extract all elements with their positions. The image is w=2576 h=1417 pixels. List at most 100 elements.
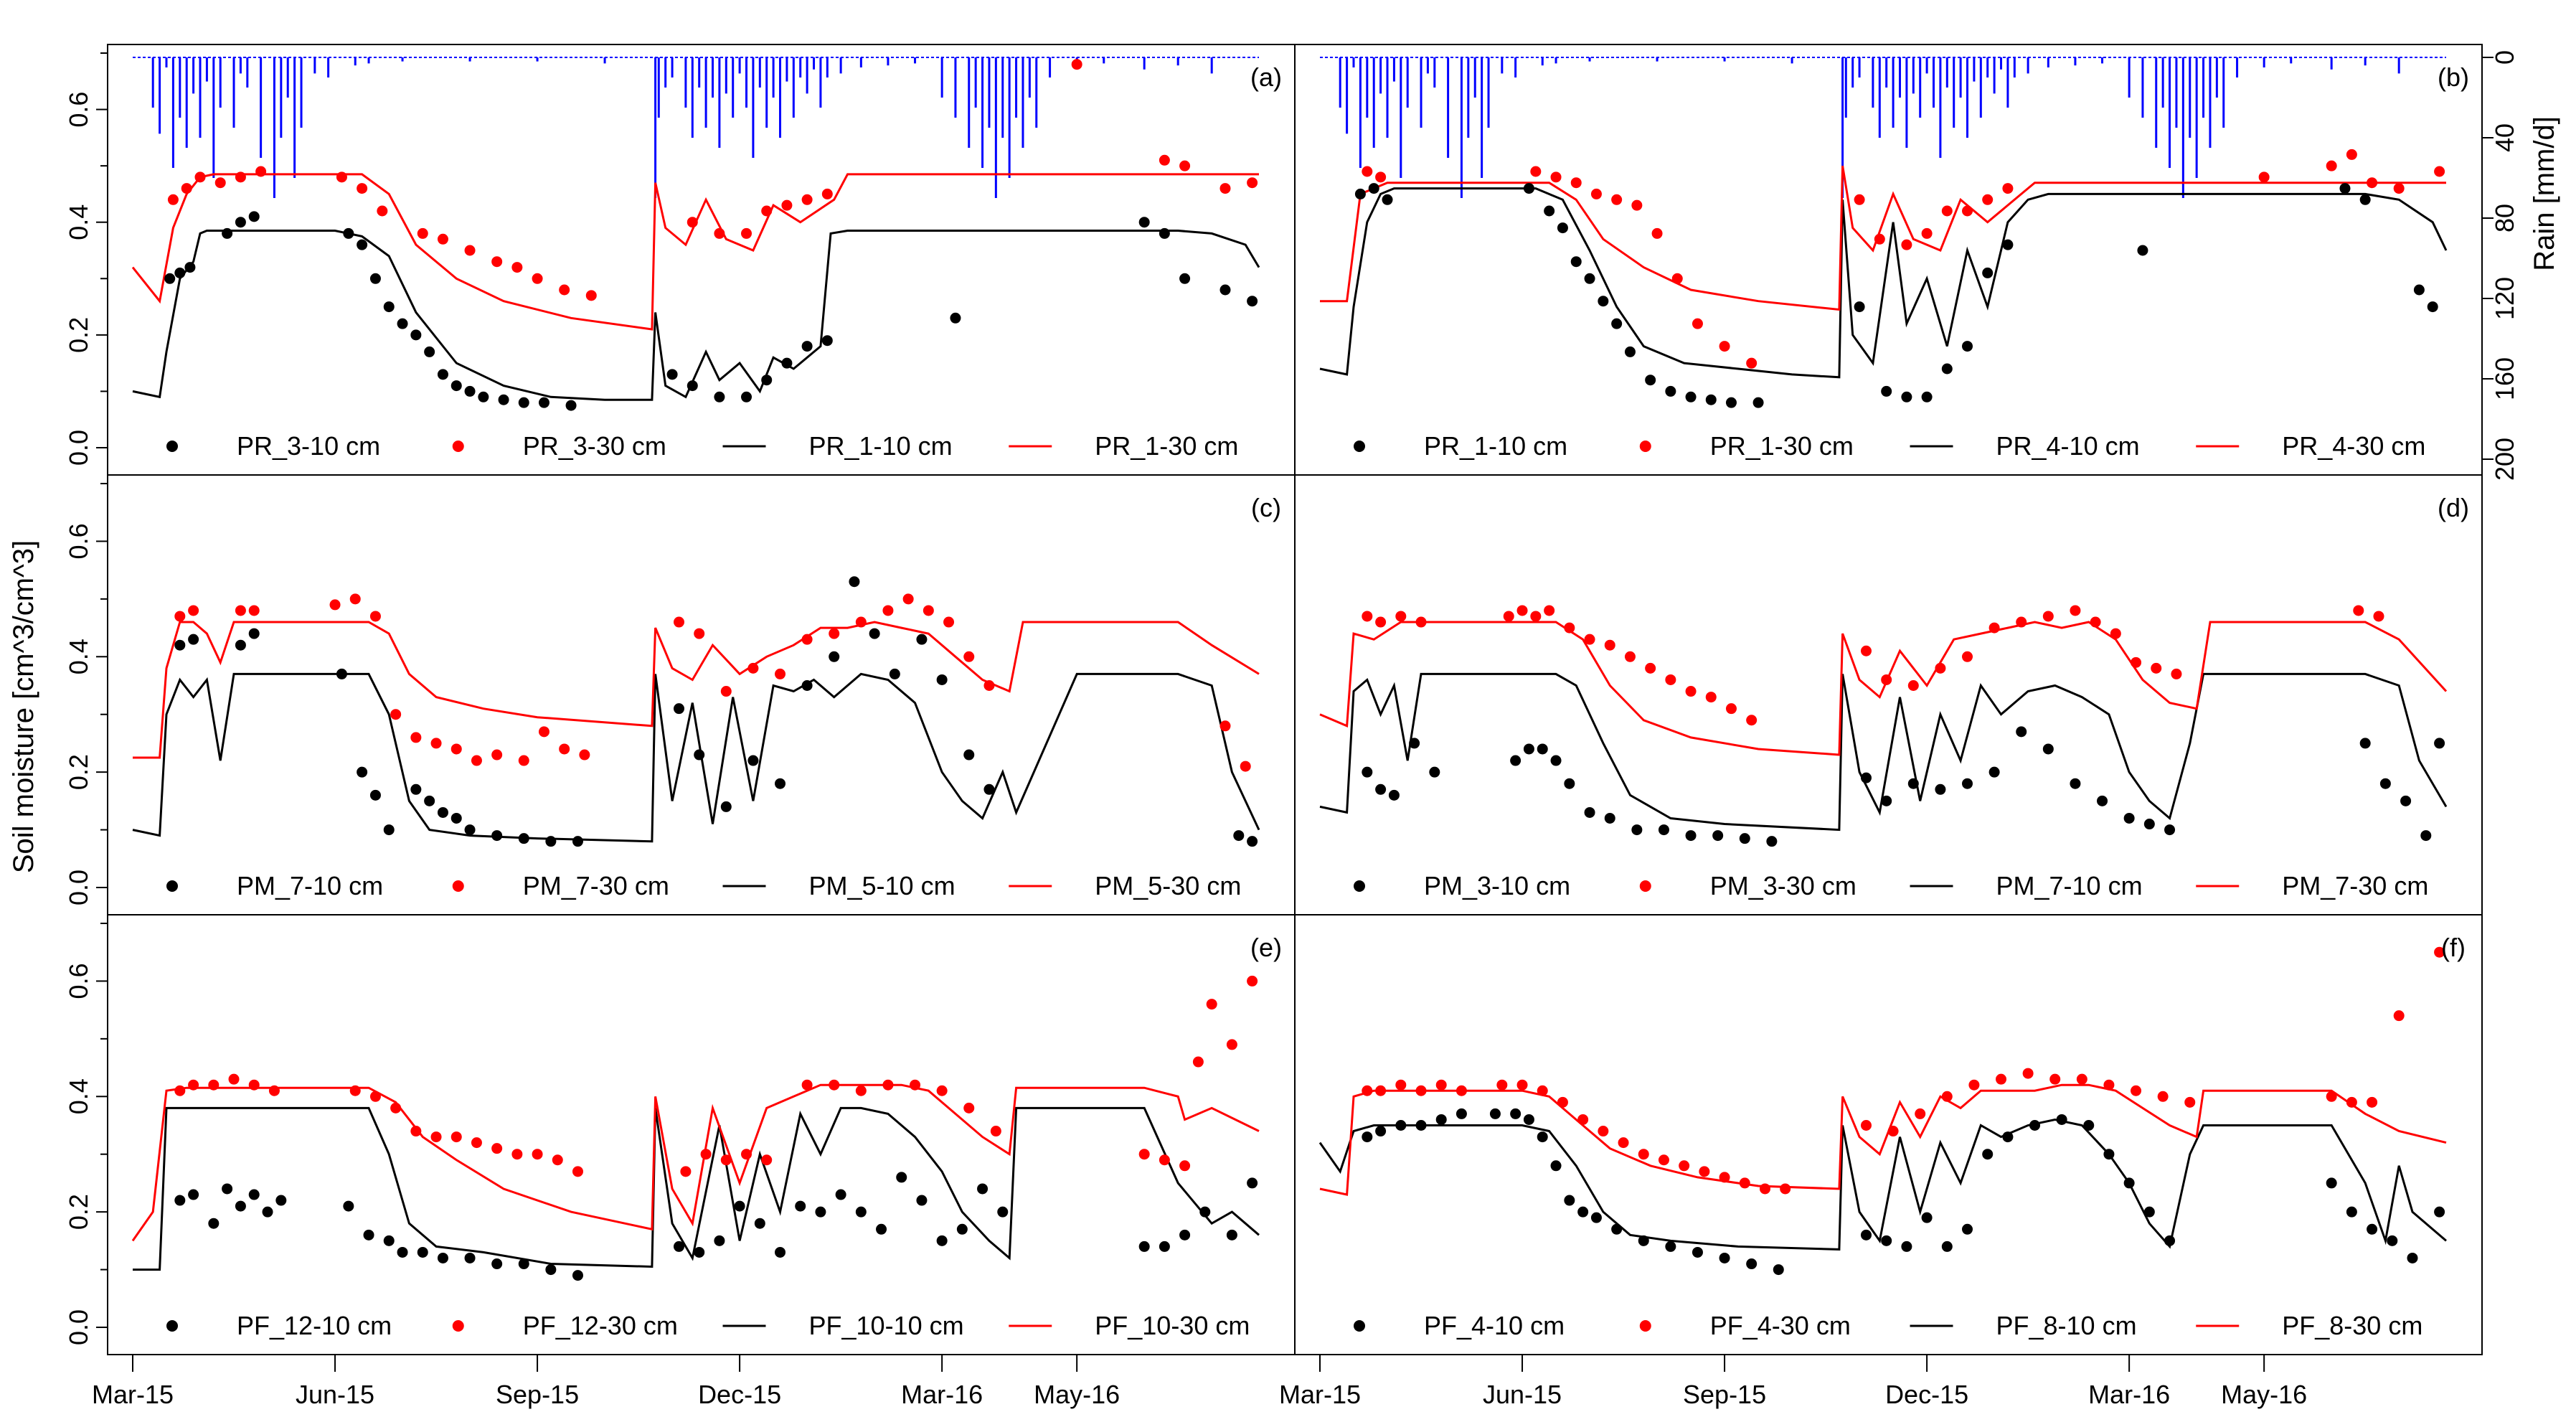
data-point (829, 628, 840, 639)
data-point (902, 593, 914, 605)
legend-label: PF_8-30 cm (2282, 1311, 2422, 1340)
data-point (478, 391, 489, 402)
data-point (1671, 273, 1683, 284)
data-point (1159, 1241, 1170, 1252)
y-tick-label: 0.6 (64, 92, 93, 128)
data-point (1719, 341, 1730, 352)
data-point (694, 749, 705, 761)
data-point (1375, 1126, 1387, 1137)
data-point (2346, 149, 2357, 160)
data-point (1982, 194, 1994, 205)
data-point (1179, 1229, 1191, 1241)
data-point (2258, 171, 2270, 183)
data-point (1510, 1108, 1521, 1119)
data-point (1941, 1091, 1953, 1102)
data-point (1544, 605, 1555, 616)
data-point (956, 1223, 968, 1235)
data-point (1759, 1183, 1770, 1195)
data-point (248, 628, 260, 639)
data-point (164, 273, 176, 284)
data-point (579, 749, 590, 761)
legend-label: PF_8-10 cm (1996, 1311, 2137, 1340)
data-point (2387, 1235, 2398, 1246)
data-point (248, 211, 260, 222)
data-point (188, 634, 199, 645)
data-point (869, 628, 880, 639)
data-point (1996, 1073, 2007, 1085)
data-point (511, 1149, 523, 1160)
data-point (1746, 357, 1758, 369)
rain-axis-label: Rain [mm/d] (2529, 116, 2560, 271)
data-point (1192, 1056, 1204, 1068)
data-point (1921, 227, 1933, 239)
data-point (1962, 778, 1973, 789)
data-point (1247, 1177, 1258, 1189)
legend-symbol (1354, 441, 1365, 452)
legend-label: PM_7-10 cm (1996, 871, 2143, 900)
data-point (747, 662, 759, 674)
legend-label: PF_12-30 cm (523, 1311, 678, 1340)
data-point (1362, 1131, 1373, 1143)
data-point (1860, 1120, 1872, 1131)
data-point (1523, 183, 1534, 194)
data-point (889, 668, 900, 679)
data-point (1584, 273, 1595, 284)
data-point (410, 1126, 422, 1137)
x-tick-label: Jun-15 (296, 1380, 374, 1409)
data-point (734, 1200, 745, 1212)
legend-label: PF_10-10 cm (809, 1311, 964, 1340)
data-point (1935, 783, 1946, 795)
data-point (1901, 1241, 1912, 1252)
data-point (248, 605, 260, 616)
data-point (464, 824, 476, 836)
data-point (2339, 183, 2351, 194)
data-point (1611, 194, 1623, 205)
y-tick-label: 0.4 (64, 639, 93, 674)
data-point (1604, 639, 1615, 651)
data-point (167, 194, 179, 205)
data-point (835, 1189, 846, 1200)
data-point (1854, 301, 1865, 313)
data-point (1375, 783, 1387, 795)
data-point (943, 616, 955, 628)
data-point (673, 703, 684, 715)
data-point (1941, 1241, 1953, 1252)
legend-symbol (1639, 1320, 1651, 1332)
data-point (2143, 819, 2155, 830)
data-point (383, 824, 395, 836)
data-point (1159, 154, 1170, 166)
data-point (781, 357, 793, 369)
data-point (882, 605, 894, 616)
data-point (700, 1149, 712, 1160)
data-point (1860, 1229, 1872, 1241)
data-point (1881, 795, 1892, 806)
data-point (1179, 1160, 1191, 1172)
series-line (1319, 621, 2448, 756)
data-point (1665, 385, 1676, 397)
data-point (2359, 194, 2371, 205)
data-point (761, 205, 773, 217)
data-point (2346, 1096, 2357, 1108)
data-point (2002, 183, 2014, 194)
data-point (1624, 651, 1636, 662)
data-point (491, 749, 503, 761)
data-point (1564, 1195, 1575, 1206)
data-point (781, 199, 793, 211)
data-point (1962, 1223, 1973, 1235)
data-point (1564, 778, 1575, 789)
data-point (821, 188, 833, 199)
x-tick-label: May-16 (1034, 1380, 1120, 1409)
x-tick-label: Mar-15 (92, 1380, 174, 1409)
data-point (1584, 806, 1595, 818)
data-point (464, 385, 476, 397)
data-point (1739, 1177, 1750, 1189)
legend-label: PM_3-10 cm (1424, 871, 1570, 900)
data-point (1435, 1114, 1447, 1125)
data-point (1456, 1085, 1467, 1096)
data-point (2367, 177, 2378, 189)
data-point (801, 194, 813, 205)
data-point (687, 217, 698, 228)
data-point (1780, 1183, 1791, 1195)
data-point (397, 1246, 408, 1258)
data-point (1982, 267, 1994, 278)
